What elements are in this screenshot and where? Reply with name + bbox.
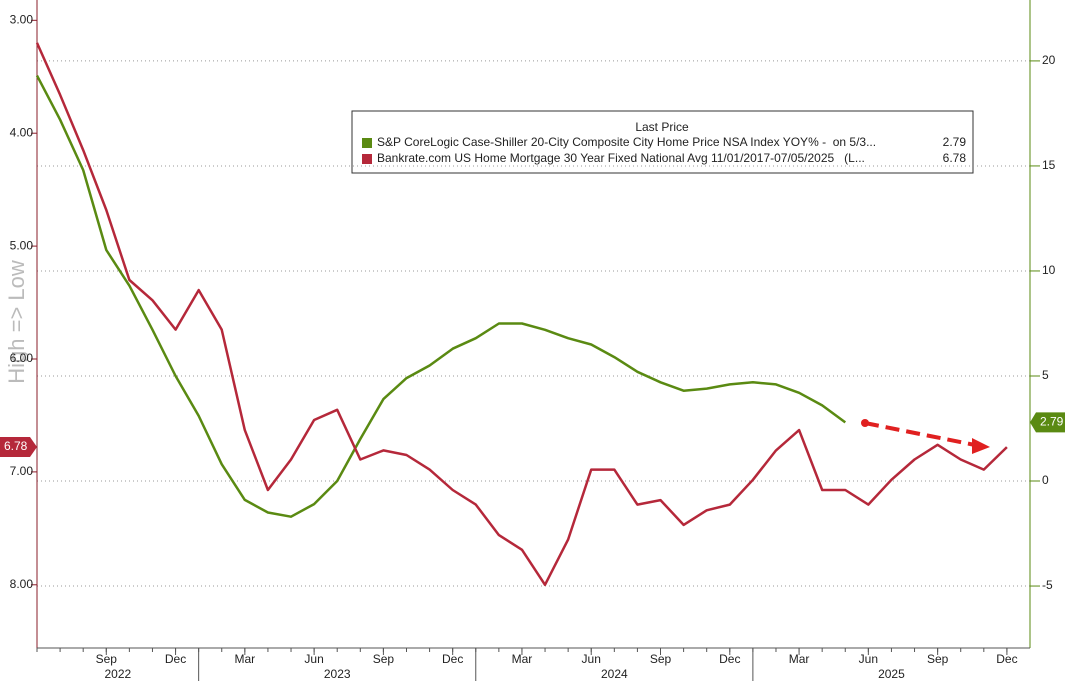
legend-swatch [362, 154, 372, 164]
legend-title: Last Price [635, 120, 689, 134]
x-tick-label: Sep [373, 652, 395, 666]
legend: Last Price S&P CoreLogic Case-Shiller 20… [351, 110, 974, 174]
x-tick-label: Mar [235, 652, 256, 666]
annotation-arrowhead [972, 438, 990, 454]
last-tag-label: 6.78 [4, 439, 28, 453]
y2-tick-label: 0 [1042, 473, 1049, 487]
legend-value: 6.78 [943, 151, 967, 165]
x-tick-label: Dec [719, 652, 740, 666]
series-line [35, 42, 1008, 587]
x-tick-label: Sep [927, 652, 949, 666]
last-tag [1030, 412, 1065, 433]
x-tick-label: Jun [304, 652, 323, 666]
legend-swatch [362, 138, 372, 148]
y2-tick-label: 5 [1042, 368, 1049, 382]
x-year-label: 2025 [878, 667, 905, 681]
x-tick-label: Jun [859, 652, 878, 666]
last-tag [0, 437, 37, 458]
y-tick-label: 3.00 [10, 12, 34, 26]
y2-tick-label: 15 [1042, 158, 1056, 172]
legend-label: S&P CoreLogic Case-Shiller 20-City Compo… [377, 135, 876, 149]
x-year-label: 2022 [104, 667, 131, 681]
y-axis-label: High => Low [4, 260, 29, 384]
x-tick-label: Dec [442, 652, 463, 666]
x-year-label: 2024 [601, 667, 628, 681]
x-tick-label: Sep [650, 652, 672, 666]
series-line [35, 75, 847, 518]
x-year-label: 2023 [324, 667, 351, 681]
x-tick-label: Mar [789, 652, 810, 666]
legend-box [351, 110, 974, 174]
y-tick-label: 6.00 [10, 351, 34, 365]
x-tick-label: Dec [996, 652, 1017, 666]
last-tag-label: 2.79 [1040, 415, 1064, 429]
legend-label: Bankrate.com US Home Mortgage 30 Year Fi… [377, 151, 865, 165]
y2-tick-label: 20 [1042, 53, 1056, 67]
annotation-dot [861, 419, 869, 427]
y-tick-label: 4.00 [10, 125, 34, 139]
x-tick-label: Sep [96, 652, 118, 666]
annotation-arrow [864, 421, 976, 447]
x-tick-label: Dec [165, 652, 186, 666]
y-tick-label: 5.00 [10, 238, 34, 252]
x-tick-label: Mar [512, 652, 533, 666]
y2-tick-label: -5 [1042, 578, 1053, 592]
y2-tick-label: 10 [1042, 263, 1056, 277]
y-tick-label: 8.00 [10, 577, 34, 591]
y-tick-label: 7.00 [10, 464, 34, 478]
legend-value: 2.79 [943, 135, 967, 149]
x-tick-label: Jun [582, 652, 601, 666]
